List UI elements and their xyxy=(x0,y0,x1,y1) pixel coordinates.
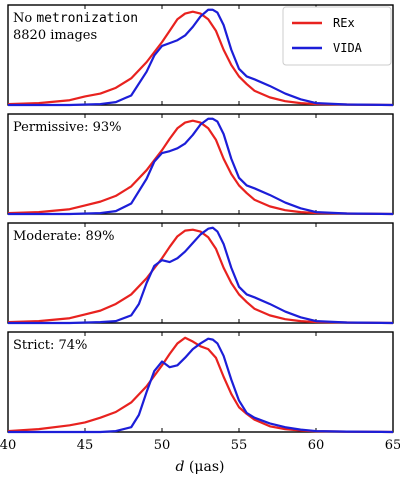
series-line-rex xyxy=(7,336,394,434)
series-line-vida xyxy=(8,8,394,107)
panel-frame xyxy=(7,113,394,215)
x-tick-label: 50 xyxy=(154,438,171,453)
x-axis: 40 45 50 55 60 65 xyxy=(0,438,400,453)
x-tick-label: 60 xyxy=(308,438,325,453)
panel-subtitle: 8820 images xyxy=(13,28,97,43)
panel-title: No metronization xyxy=(13,11,138,26)
panel-title-text: Strict: 74% xyxy=(13,338,87,353)
panel-title-text: Moderate: 89% xyxy=(13,229,114,244)
panel-title-text: No xyxy=(13,11,36,26)
panel-title: Moderate: 89% xyxy=(13,229,114,244)
x-axis-label-rest: (μas) xyxy=(184,459,224,475)
series-line-rex xyxy=(7,119,394,216)
series-line-vida xyxy=(8,337,394,434)
legend: REx VIDA xyxy=(282,6,392,66)
series-line-vida xyxy=(8,117,394,216)
x-tick-label: 65 xyxy=(385,438,400,453)
legend-label-vida: VIDA xyxy=(333,41,363,55)
x-tick-label: 40 xyxy=(0,438,16,453)
panel-4: Strict: 74% xyxy=(7,331,394,434)
panel-title-mono: metronization xyxy=(36,11,138,26)
legend-box xyxy=(282,6,392,66)
panel-3: Moderate: 89% xyxy=(7,222,394,325)
x-tick-label: 45 xyxy=(77,438,94,453)
panel-title: Permissive: 93% xyxy=(13,120,122,135)
series-line-rex xyxy=(7,10,394,107)
panel-title-text: Permissive: 93% xyxy=(13,120,122,135)
x-axis-label-italic: d xyxy=(176,459,185,475)
series-line-rex xyxy=(7,228,394,325)
x-axis-label: d (μas) xyxy=(176,459,225,475)
series-line-vida xyxy=(8,226,394,325)
panel-frame xyxy=(7,331,394,433)
panels: No metronization 8820 images Permissive: 9… xyxy=(7,4,394,434)
panel-frame xyxy=(7,222,394,324)
panel-2: Permissive: 93% xyxy=(7,113,394,216)
panel-title: Strict: 74% xyxy=(13,338,87,353)
x-tick-label: 55 xyxy=(231,438,248,453)
legend-label-rex: REx xyxy=(333,16,355,30)
